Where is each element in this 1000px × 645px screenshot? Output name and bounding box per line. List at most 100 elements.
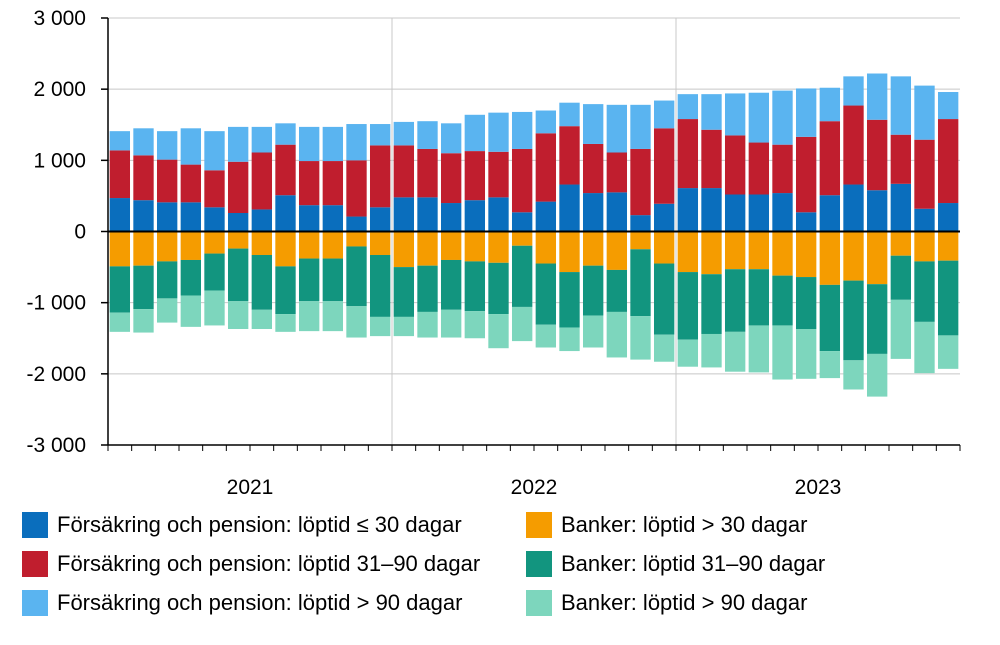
bar-segment: [937, 92, 959, 120]
legend-label: Banker: löptid 31–90 dagar: [561, 551, 826, 576]
bar-segment: [440, 123, 462, 154]
bar-segment: [843, 184, 864, 232]
bar-segment: [109, 266, 131, 313]
bar-segment: [417, 148, 438, 198]
y-tick-label: 3 000: [33, 7, 86, 30]
bar-segment: [819, 121, 841, 196]
bar-segment: [488, 262, 509, 315]
bar-segment: [914, 231, 935, 262]
bar-segment: [606, 104, 628, 153]
bar-segment: [559, 272, 580, 328]
bar-segment: [464, 114, 486, 152]
bar-segment: [535, 231, 557, 264]
bar-segment: [488, 231, 509, 263]
bar-segment: [464, 261, 486, 312]
bar-segment: [937, 335, 959, 369]
bar-segment: [227, 231, 249, 249]
bar-segment: [653, 128, 675, 204]
bar-segment: [582, 193, 604, 232]
bar-segment: [677, 231, 699, 273]
bar-segment: [819, 284, 841, 352]
bar-segment: [156, 202, 178, 232]
bar-segment: [275, 266, 296, 315]
y-tick-label: 2 000: [33, 78, 86, 101]
bar-segment: [322, 231, 344, 259]
bar-segment: [653, 100, 675, 129]
bar-segment: [109, 231, 131, 267]
bar-segment: [748, 142, 770, 195]
bar-segment: [724, 231, 746, 270]
bar-segment: [606, 152, 628, 193]
bar-segment: [440, 259, 462, 310]
bar-segment: [748, 231, 770, 270]
bar-segment: [133, 309, 154, 333]
bar-segment: [535, 133, 557, 202]
bar-segment: [724, 331, 746, 372]
bar-segment: [772, 90, 793, 145]
bar-segment: [180, 259, 202, 296]
bar-segment: [819, 195, 841, 232]
bar-segment: [535, 110, 557, 134]
bar-segment: [701, 94, 722, 130]
bar-segment: [866, 190, 888, 232]
bar-segment: [630, 215, 651, 232]
bar-segment: [298, 205, 320, 232]
bar-segment: [251, 209, 273, 232]
bar-segment: [417, 265, 438, 312]
bar-segment: [109, 312, 131, 332]
bar-segment: [606, 311, 628, 358]
bar-segment: [653, 334, 675, 362]
bar-segment: [937, 260, 959, 336]
bar-segment: [488, 197, 509, 232]
bar-segment: [606, 269, 628, 312]
bar-segment: [227, 126, 249, 162]
bar-segment: [701, 129, 722, 189]
bar-segment: [795, 88, 817, 137]
bar-segment: [677, 119, 699, 189]
bar-segment: [866, 284, 888, 354]
bar-segment: [701, 231, 722, 275]
bar-segment: [251, 231, 273, 255]
legend-item-bank-30: Banker: löptid > 30 dagar: [526, 512, 807, 538]
bar-segment: [488, 314, 509, 349]
bar-segment: [417, 121, 438, 149]
bar-segment: [346, 124, 367, 161]
bar-segment: [322, 205, 344, 232]
bar-segment: [843, 360, 864, 390]
bar-segment: [440, 231, 462, 260]
bar-segment: [748, 92, 770, 143]
bar-segment: [417, 231, 438, 266]
bar-segment: [724, 93, 746, 136]
bar-segment: [346, 216, 367, 232]
bar-segment: [346, 231, 367, 247]
bar-segment: [819, 351, 841, 379]
bar-segment: [724, 269, 746, 332]
bar-segment: [204, 207, 225, 232]
bar-segment: [701, 274, 722, 334]
bar-segment: [606, 192, 628, 232]
bar-segment: [180, 202, 202, 232]
bar-segment: [630, 231, 651, 250]
bar-segment: [511, 231, 533, 246]
bar-segment: [369, 254, 391, 317]
bar-segment: [511, 212, 533, 232]
bar-segment: [890, 299, 912, 359]
bar-segment: [630, 148, 651, 216]
legend-item-fp-30: Försäkring och pension: löptid ≤ 30 daga…: [22, 512, 462, 538]
legend-item-fp-90: Försäkring och pension: löptid > 90 daga…: [22, 590, 462, 616]
bar-segment: [180, 164, 202, 203]
bar-segment: [511, 245, 533, 307]
bar-segment: [582, 231, 604, 266]
bar-segment: [795, 328, 817, 379]
bar-segment: [393, 267, 415, 317]
bar-segment: [488, 151, 509, 198]
bar-segment: [133, 200, 154, 232]
bar-segment: [133, 231, 154, 266]
x-year-label: 2023: [795, 476, 842, 499]
plot-area: 3 000 2 000 1 000 0 -1 000 -2 000 -3 000 2021 20…: [26, 7, 961, 499]
bar-segment: [724, 194, 746, 232]
y-tick-label: -2 000: [26, 363, 86, 386]
bar-segment: [914, 261, 935, 322]
bar-segment: [701, 188, 722, 232]
